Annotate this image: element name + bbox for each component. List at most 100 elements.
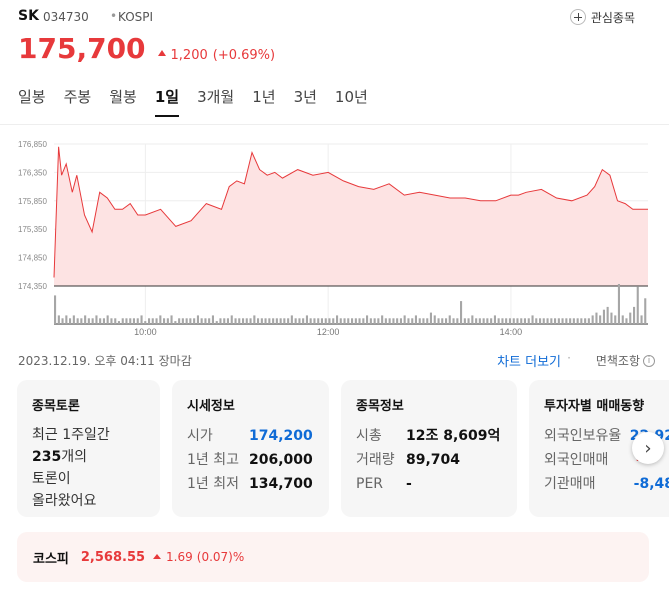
volume-bar [117, 321, 120, 324]
volume-bar [99, 318, 102, 324]
volume-bar [170, 315, 173, 324]
quote-row-low: 1년 최저 134,700 [187, 472, 314, 496]
intraday-chart[interactable]: 176,850 176,350 175,850 175,350 174,850 174,3… [0, 128, 669, 343]
y-tick-label: 176,350 [18, 168, 47, 177]
volume-bar [287, 318, 290, 324]
volume-bar [580, 318, 583, 324]
discussion-count: 235 [32, 449, 62, 465]
row-value: -8,48 [633, 476, 669, 492]
volume-bar [377, 318, 380, 324]
volume-bar [392, 318, 395, 324]
volume-bar [155, 318, 158, 324]
volume-bar [159, 315, 162, 324]
chart-more-link[interactable]: 차트 더보기 [497, 355, 561, 370]
volume-bar [399, 318, 402, 324]
volume-bar [445, 318, 448, 324]
volume-bar [441, 318, 444, 324]
discussion-line: 최근 1주일간 [32, 427, 110, 443]
volume-bar [587, 318, 590, 324]
volume-bar [260, 318, 263, 324]
volume-bar [497, 318, 500, 324]
info-row-volume: 거래량 89,704 [356, 448, 502, 472]
up-arrow-icon [153, 553, 162, 559]
tab-monthly[interactable]: 월봉 [109, 88, 137, 106]
disclaimer-link[interactable]: 면책조항 i [596, 352, 655, 369]
volume-bar [572, 318, 575, 324]
discussion-card[interactable]: 종목토론 최근 1주일간 235개의 토론이 올라왔어요 [17, 380, 160, 517]
volume-bar [516, 318, 519, 324]
volume-bar [69, 318, 72, 324]
volume-bar [584, 318, 587, 324]
volume-bar [166, 318, 169, 324]
volume-bar [475, 318, 478, 324]
tab-daily[interactable]: 일봉 [18, 88, 46, 106]
volume-bar [621, 315, 624, 324]
volume-bar [625, 318, 628, 324]
volume-bar [591, 315, 594, 324]
disclaimer-label: 면책조항 [595, 354, 640, 368]
volume-bar [523, 318, 526, 324]
volume-bar [253, 315, 256, 324]
volume-bar [550, 318, 553, 324]
volume-bar [384, 318, 387, 324]
volume-bar [294, 318, 297, 324]
timestamp: 2023.12.19. 오후 04:11 장마감 [18, 354, 192, 368]
row-value: 12조 8,609억 [406, 428, 501, 444]
volume-bar [520, 318, 523, 324]
y-tick-label: 175,350 [18, 225, 47, 234]
quote-card[interactable]: 시세정보 시가 174,200 1년 최고 206,000 1년 최저 134,… [172, 380, 329, 517]
row-label: 시가 [187, 428, 213, 444]
volume-bar [614, 315, 617, 324]
volume-bar [557, 318, 560, 324]
volume-bar [351, 318, 354, 324]
volume-bar [245, 318, 248, 324]
tab-3years[interactable]: 3년 [293, 88, 317, 106]
y-tick-label: 174,850 [18, 254, 47, 263]
tab-weekly[interactable]: 주봉 [63, 88, 92, 106]
tab-1day[interactable]: 1일 [154, 86, 180, 117]
x-tick-label: 10:00 [134, 327, 157, 337]
volume-bar [482, 318, 485, 324]
volume-bar [163, 318, 166, 324]
volume-bar [226, 318, 229, 324]
volume-bar [320, 318, 323, 324]
volume-bar [76, 318, 79, 324]
stock-info-card[interactable]: 종목정보 시총 12조 8,609억 거래량 89,704 PER - [341, 380, 517, 517]
volume-bar [144, 321, 147, 324]
row-label: 시총 [356, 428, 382, 444]
volume-bar [279, 318, 282, 324]
volume-bar [140, 315, 143, 324]
volume-bar [493, 315, 496, 324]
volume-bar [110, 318, 113, 324]
volume-bar [411, 318, 414, 324]
volume-bar [219, 318, 222, 324]
stock-name[interactable]: SK [18, 8, 39, 24]
volume-bar [275, 318, 278, 324]
volume-bar [336, 315, 339, 324]
card-title: 시세정보 [187, 399, 235, 414]
tab-10years[interactable]: 10년 [334, 88, 368, 106]
volume-bar [490, 318, 493, 324]
price-line [53, 146, 648, 278]
volume-bar [599, 315, 602, 324]
volume-bar [539, 318, 542, 324]
volume-bar [324, 318, 327, 324]
tab-1year[interactable]: 1년 [252, 88, 276, 106]
watchlist-button[interactable]: 관심종목 [569, 6, 635, 28]
volume-bar [388, 318, 391, 324]
volume-bar [114, 318, 117, 324]
index-summary[interactable]: 코스피 2,568.55 1.69 (0.07)% [17, 532, 649, 582]
card-title: 종목정보 [356, 399, 404, 414]
volume-bar [313, 318, 316, 324]
volume-bar [189, 318, 192, 324]
investor-card[interactable]: 투자자별 매매동향 외국인보유율 22.92 외국인매매 - 기관매매 -8,4… [529, 380, 669, 517]
tab-3months[interactable]: 3개월 [197, 88, 235, 106]
index-change-percent: (0.07)% [196, 550, 245, 564]
next-cards-button[interactable]: › [632, 432, 664, 464]
quote-row-high: 1년 최고 206,000 [187, 448, 314, 472]
volume-bar [512, 318, 515, 324]
volume-bar [121, 318, 124, 324]
volume-bar [633, 306, 636, 324]
volume-bar [561, 318, 564, 324]
volume-bar [290, 315, 293, 324]
